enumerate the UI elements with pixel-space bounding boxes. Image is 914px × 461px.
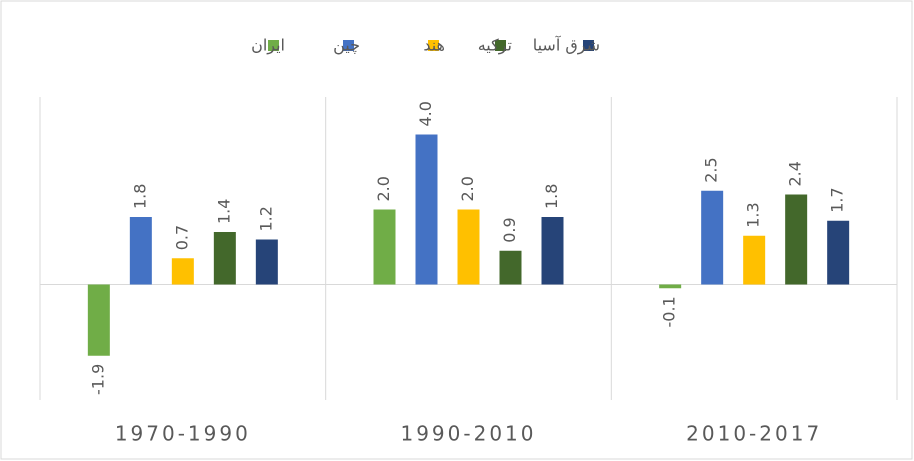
- value-label: -1.9: [88, 364, 107, 395]
- bar: [171, 258, 194, 285]
- value-label: 1.4: [214, 199, 233, 224]
- bar: [87, 284, 110, 356]
- value-label: 2.0: [458, 176, 477, 201]
- value-label: 2.5: [702, 157, 721, 182]
- legend-label: شرق آسیا: [533, 36, 600, 56]
- legend-label: چین: [333, 36, 360, 56]
- bar: [457, 209, 480, 285]
- bar: [373, 209, 396, 285]
- bar: [785, 194, 808, 285]
- bar: [827, 220, 850, 285]
- value-label: 1.8: [130, 184, 149, 209]
- value-label: 4.0: [416, 101, 435, 126]
- x-tick-label: 1990-2010: [400, 422, 536, 446]
- bar: [659, 284, 682, 289]
- legend-label: ایران: [251, 36, 285, 56]
- value-label: 1.7: [828, 187, 847, 212]
- value-label: 1.8: [542, 184, 561, 209]
- bar: [541, 217, 564, 285]
- legend-swatch: [495, 40, 506, 51]
- legend-swatch: [428, 40, 439, 51]
- x-tick-label: 1970-1990: [115, 422, 251, 446]
- legend-swatch: [583, 40, 594, 51]
- bar: [255, 239, 278, 285]
- legend-label: ترکیه: [478, 36, 512, 56]
- value-label: -0.1: [660, 296, 679, 327]
- bar: [129, 217, 152, 285]
- bar: [499, 250, 522, 285]
- value-label: 0.7: [172, 225, 191, 250]
- legend-swatch: [343, 40, 354, 51]
- value-label: 2.0: [374, 176, 393, 201]
- bar: [743, 235, 766, 285]
- value-label: 1.3: [744, 202, 763, 227]
- legend-label: هند: [423, 36, 445, 55]
- legend-swatch: [268, 40, 279, 51]
- bar: [701, 190, 724, 285]
- value-label: 0.9: [500, 217, 519, 242]
- x-tick-label: 2010-2017: [686, 422, 822, 446]
- bar: [415, 134, 438, 285]
- value-label: 1.2: [256, 206, 275, 231]
- bar: [213, 232, 236, 285]
- value-label: 2.4: [786, 161, 805, 186]
